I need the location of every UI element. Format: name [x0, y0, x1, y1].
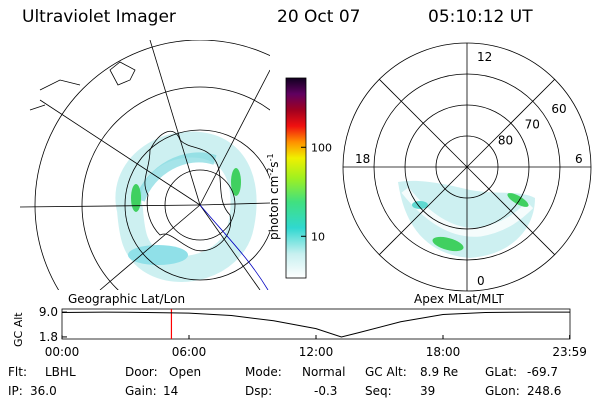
status-value: 248.6 — [527, 384, 561, 398]
mlt-label: 6 — [575, 152, 583, 166]
mlt-label: 0 — [477, 274, 485, 288]
x-tick-label: 06:00 — [172, 345, 207, 359]
color-bar-label: photon cm-2s-1 — [266, 153, 281, 240]
status-key: Gain: — [125, 384, 157, 398]
unit-part: s — [267, 161, 281, 167]
lat-ring — [404, 104, 530, 230]
status-value: 36.0 — [30, 384, 57, 398]
y-axis-label: GC Alt — [12, 312, 25, 347]
status-key: GC Alt: — [365, 365, 407, 379]
date: 20 Oct 07 — [277, 7, 360, 27]
color-bar-tick-label: 100 — [311, 141, 332, 154]
lat-ring — [373, 73, 561, 261]
status-value: -0.3 — [314, 384, 337, 398]
time: 05:10:12 UT — [428, 7, 533, 27]
status-key: GLon: — [485, 384, 520, 398]
lat-ring — [435, 135, 499, 199]
geo-title: Geographic Lat/Lon — [68, 292, 185, 306]
exponent: -2 — [266, 168, 275, 176]
color-bar-tick-label: 10 — [311, 230, 325, 243]
plot-frame — [61, 308, 571, 340]
status-value: 39 — [420, 384, 435, 398]
apex-title: Apex MLat/MLT — [414, 292, 504, 306]
altitude-line — [61, 311, 570, 338]
status-value: Open — [169, 365, 201, 379]
y-tick-label: 9.0 — [39, 305, 58, 319]
status-value: 8.9 Re — [420, 365, 458, 379]
status-key: GLat: — [485, 365, 517, 379]
altitude-chart: GC Alt 1.8 9.0 00:00 06:00 12:00 18:00 23:59 — [12, 305, 587, 359]
x-tick-label: 12:00 — [299, 345, 334, 359]
lat-label: 70 — [525, 118, 540, 132]
lat-label: 60 — [551, 102, 566, 116]
color-bar — [285, 77, 307, 279]
y-tick-label: 1.8 — [39, 330, 58, 344]
status-key: Mode: — [245, 365, 282, 379]
status-key: Seq: — [365, 384, 392, 398]
status-value: -69.7 — [527, 365, 558, 379]
x-tick-label: 23:59 — [552, 345, 587, 359]
status-key: Flt: — [8, 365, 27, 379]
status-value: 14 — [163, 384, 178, 398]
geo-map — [20, 40, 270, 290]
x-tick-label: 00:00 — [45, 345, 80, 359]
x-tick-label: 18:00 — [426, 345, 461, 359]
status-value: Normal — [302, 365, 345, 379]
exponent: -1 — [266, 153, 275, 161]
mlt-label: 18 — [355, 152, 370, 166]
title: Ultraviolet Imager — [22, 7, 176, 27]
status-value: LBHL — [45, 365, 76, 379]
mlt-label: 12 — [477, 50, 492, 64]
apex-grid: 60 70 80 0 6 12 18 — [342, 42, 592, 292]
status-key: Door: — [125, 365, 158, 379]
unit-part: photon cm — [267, 176, 281, 240]
status-key: IP: — [8, 384, 23, 398]
lat-label: 80 — [498, 133, 513, 147]
status-panel: Flt: LBHL IP: 36.0 Door: Open Gain: 14 Mode: Norm… — [8, 365, 561, 398]
status-key: Dsp: — [245, 384, 272, 398]
apex-aurora — [398, 180, 535, 258]
